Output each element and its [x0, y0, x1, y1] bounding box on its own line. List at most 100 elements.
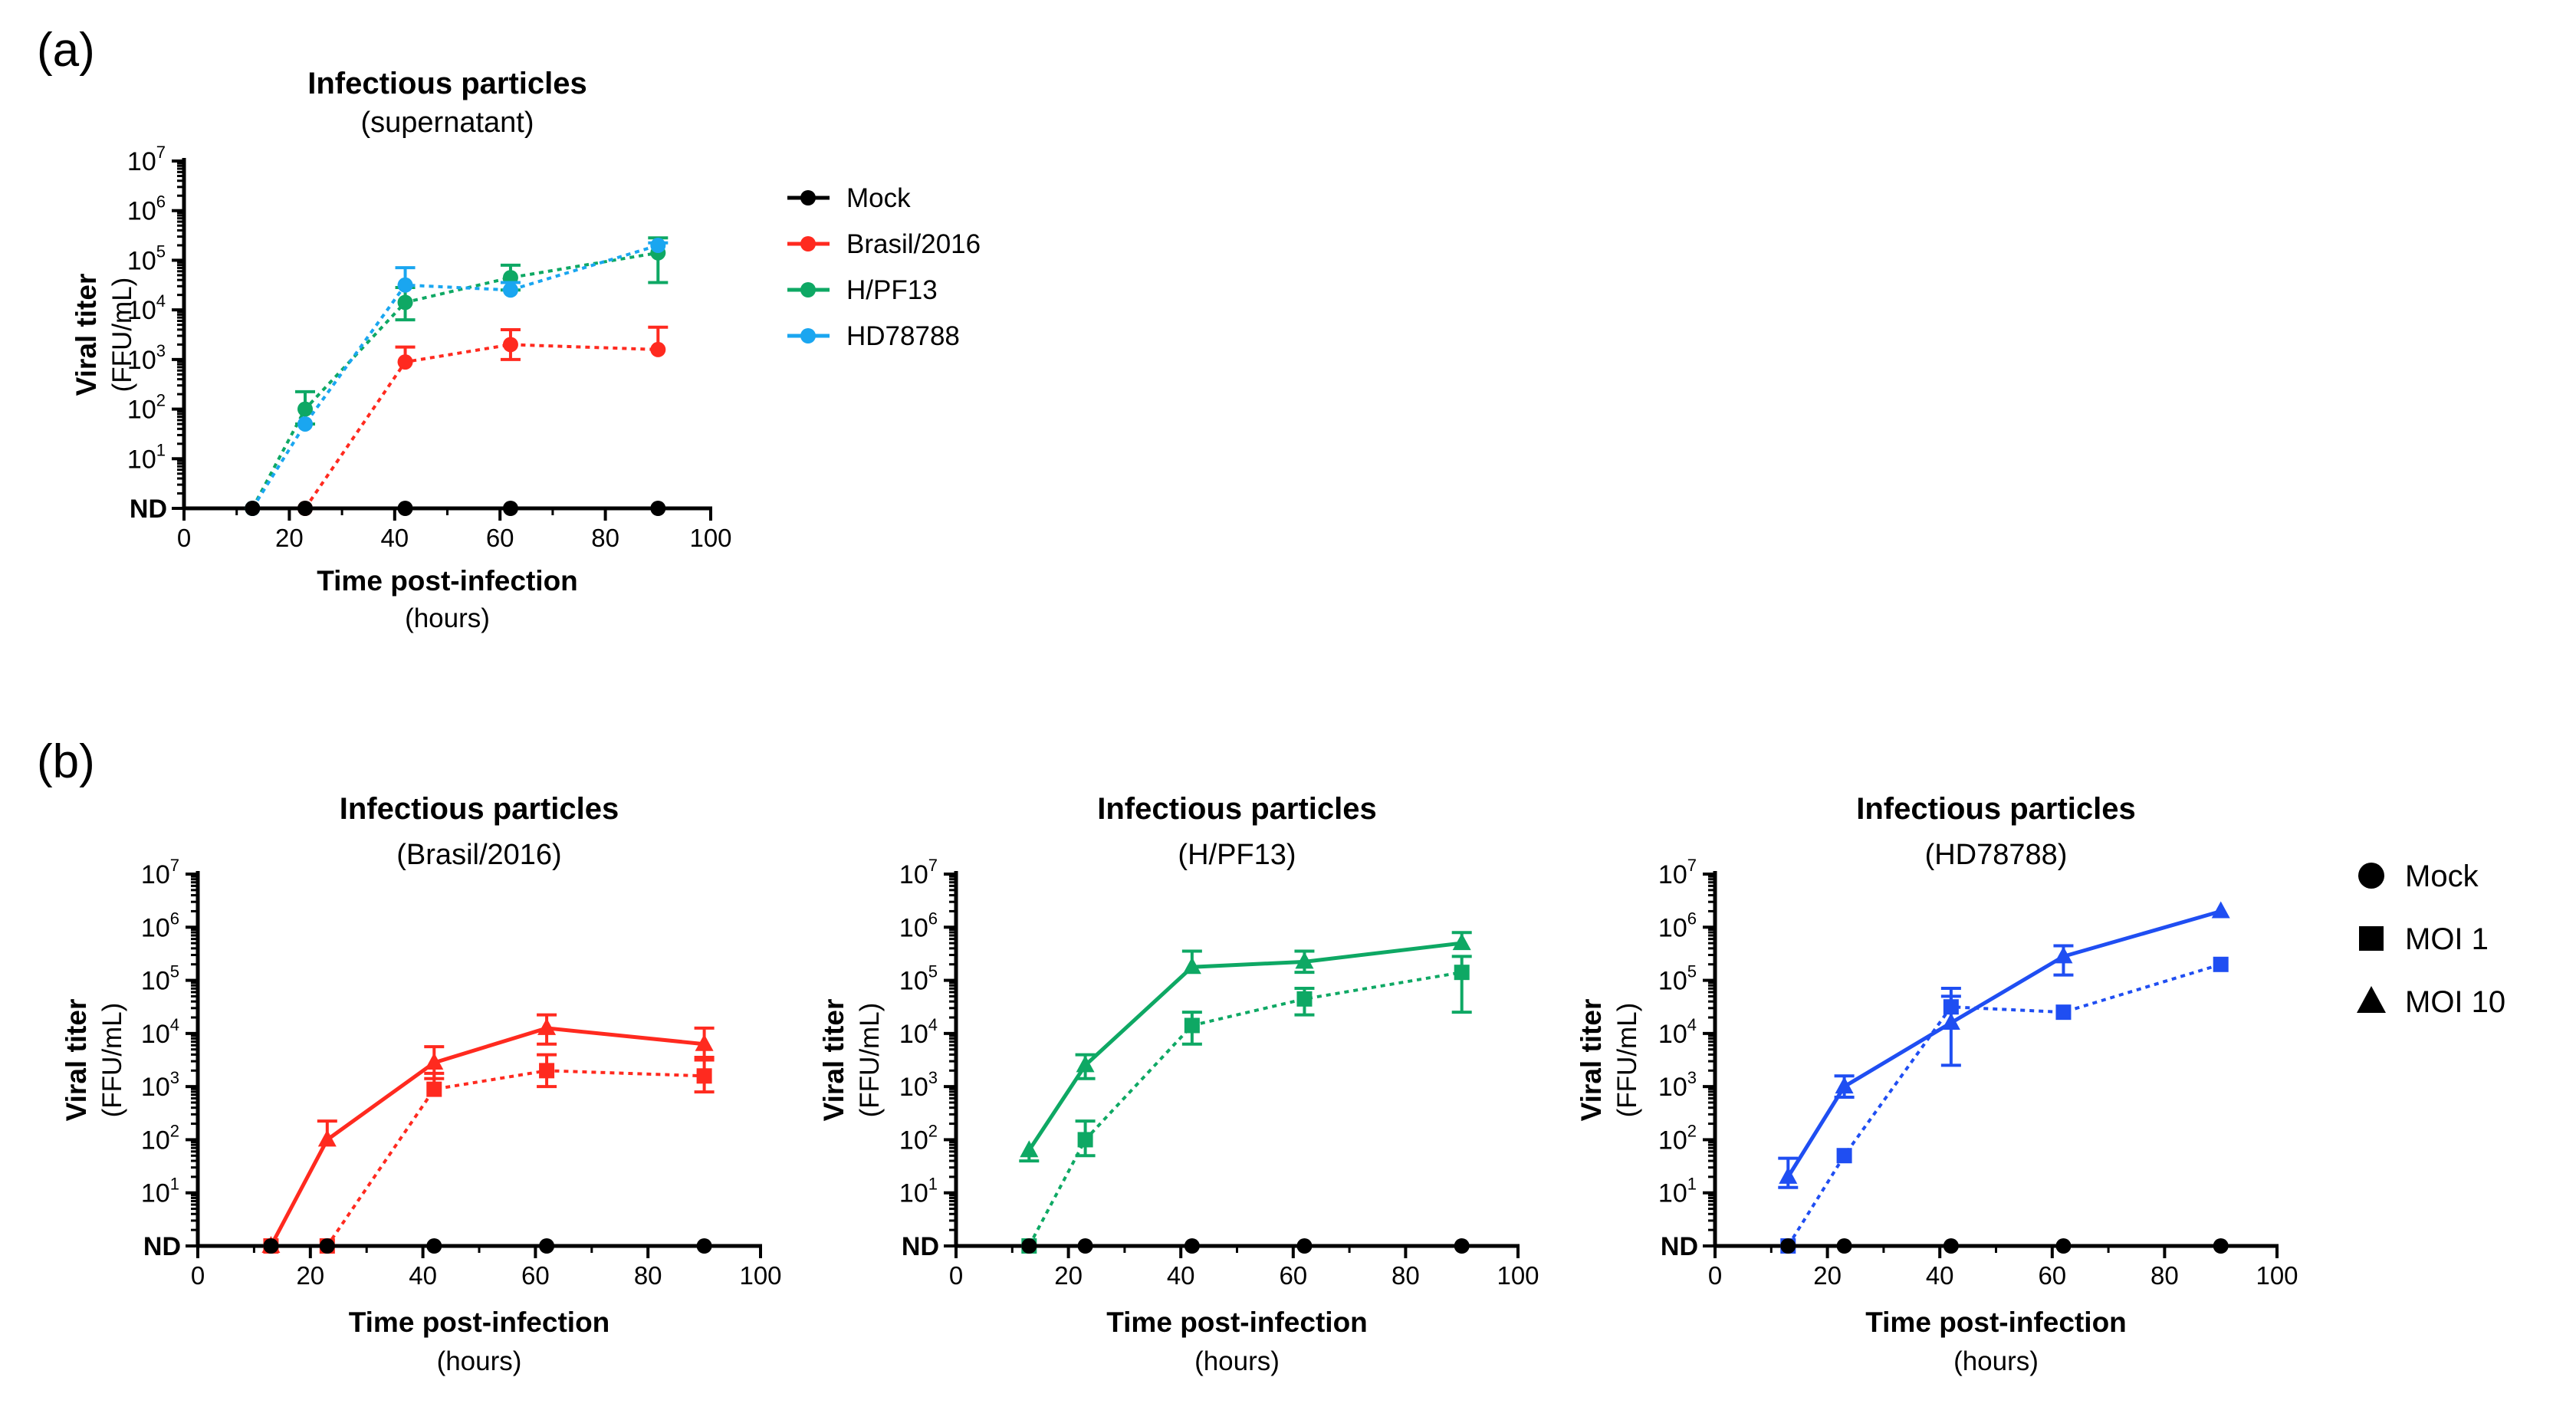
- data-point: [425, 1052, 444, 1070]
- y-tick-exponent: 1: [1687, 1175, 1697, 1194]
- x-tick-label: 40: [1167, 1261, 1195, 1290]
- x-tick-label: 20: [1054, 1261, 1083, 1290]
- legend-marker: [800, 190, 816, 205]
- legend-label: HD78788: [846, 321, 960, 351]
- data-point: [502, 282, 518, 298]
- data-point: [1296, 991, 1313, 1007]
- y-axis-label: Viral titer: [71, 274, 102, 396]
- data-point: [1184, 1238, 1200, 1254]
- y-tick-base: 10: [1658, 1179, 1687, 1208]
- chart-b1: Infectious particles(Brasil/2016)ND10110…: [61, 792, 782, 1376]
- y-tick-label: ND: [130, 495, 167, 524]
- x-tick-label: 100: [2256, 1261, 2298, 1290]
- data-point: [245, 501, 261, 516]
- y-tick-label: 102: [899, 1121, 938, 1155]
- x-tick-label: 80: [591, 524, 619, 552]
- y-tick-base: 10: [899, 1073, 928, 1102]
- series-mock: [1021, 1238, 1470, 1254]
- y-tick-base: 10: [1658, 967, 1687, 996]
- x-tick-label: 0: [1708, 1261, 1722, 1290]
- x-tick-label: 40: [380, 524, 409, 552]
- y-tick-label: 107: [899, 856, 938, 889]
- y-tick-label: 104: [899, 1015, 938, 1049]
- y-tick-exponent: 5: [170, 962, 179, 981]
- y-tick-base: 10: [899, 1179, 928, 1208]
- data-point: [1779, 1166, 1798, 1184]
- y-tick-label: 101: [899, 1175, 938, 1208]
- y-tick-exponent: 3: [1687, 1068, 1697, 1087]
- x-tick-label: 0: [949, 1261, 963, 1290]
- y-tick-base: 10: [899, 1126, 928, 1155]
- data-point: [397, 354, 413, 370]
- y-tick-exponent: 5: [928, 962, 938, 981]
- y-tick-label: 101: [1658, 1175, 1697, 1208]
- x-tick-label: 80: [2150, 1261, 2179, 1290]
- x-tick-label: 60: [2038, 1261, 2066, 1290]
- y-tick-exponent: 6: [156, 192, 166, 212]
- y-tick-label: 105: [141, 962, 179, 996]
- data-point: [650, 501, 666, 516]
- y-axis-label: Viral titer: [61, 999, 92, 1122]
- x-axis-units: (hours): [1194, 1346, 1280, 1376]
- y-tick-label: 104: [1658, 1015, 1697, 1049]
- chart-subtitle: (HD78788): [1925, 839, 2068, 871]
- legend-marker: [2358, 863, 2384, 889]
- data-point: [502, 337, 518, 353]
- x-tick-label: 60: [486, 524, 514, 552]
- data-point: [650, 341, 666, 357]
- chart-b3: Infectious particles(HD78788)ND101102103…: [1576, 792, 2298, 1376]
- y-tick-exponent: 4: [1687, 1015, 1697, 1034]
- chart-subtitle: (H/PF13): [1178, 839, 1296, 871]
- panel-label-a: (a): [37, 24, 95, 77]
- y-tick-exponent: 7: [928, 856, 938, 875]
- data-point: [1021, 1238, 1037, 1254]
- x-tick-label: 60: [1279, 1261, 1307, 1290]
- series-mock: [263, 1238, 712, 1254]
- y-tick-exponent: 6: [1687, 909, 1697, 928]
- series-h-pf13: [245, 236, 669, 516]
- legend-label: Mock: [2405, 860, 2479, 893]
- data-point: [695, 1034, 714, 1051]
- legend-label: MOI 10: [2405, 985, 2505, 1019]
- data-point: [537, 1017, 557, 1035]
- x-axis-units: (hours): [437, 1346, 522, 1376]
- y-tick-label: 102: [127, 391, 166, 425]
- series-brasil-2016: [297, 325, 669, 516]
- y-tick-base: 10: [899, 860, 928, 889]
- legend-label: Brasil/2016: [846, 229, 981, 259]
- y-tick-exponent: 4: [156, 291, 166, 311]
- series-line: [251, 251, 659, 509]
- x-axis-label: Time post-infection: [317, 565, 578, 597]
- y-tick-exponent: 5: [156, 242, 166, 261]
- y-tick-exponent: 4: [170, 1015, 179, 1034]
- y-axis-units: (FFU/mL): [855, 1003, 885, 1118]
- y-axis-units: (FFU/mL): [97, 1003, 127, 1118]
- y-tick-label: 106: [899, 909, 938, 942]
- chart-title: Infectious particles: [340, 792, 619, 826]
- data-point: [696, 1238, 712, 1254]
- y-tick-exponent: 1: [170, 1175, 179, 1194]
- chart-title: Infectious particles: [307, 67, 587, 100]
- y-tick-base: 10: [1658, 1073, 1687, 1102]
- y-tick-label: 102: [1658, 1121, 1697, 1155]
- y-tick-label: 107: [141, 856, 179, 889]
- x-tick-label: 20: [1813, 1261, 1842, 1290]
- y-tick-label: 101: [127, 440, 166, 474]
- y-tick-label: 105: [899, 962, 938, 996]
- data-point: [297, 416, 314, 432]
- y-tick-base: 10: [899, 967, 928, 996]
- y-tick-base: 10: [1658, 1126, 1687, 1155]
- series-mock: [245, 501, 666, 516]
- legend-b: Mock MOI 1 MOI 10: [2357, 860, 2505, 1019]
- y-tick-label: 103: [899, 1068, 938, 1102]
- legend-a: Mock Brasil/2016 H/PF13 HD78788: [787, 183, 981, 351]
- y-tick-exponent: 4: [928, 1015, 938, 1034]
- data-point: [397, 277, 413, 293]
- data-point: [319, 1238, 335, 1254]
- y-axis-label: Viral titer: [818, 999, 849, 1122]
- y-tick-base: 10: [141, 913, 170, 942]
- y-tick-label: 106: [141, 909, 179, 942]
- legend-marker: [800, 328, 816, 343]
- y-tick-exponent: 2: [928, 1121, 938, 1140]
- data-point: [1077, 1238, 1093, 1254]
